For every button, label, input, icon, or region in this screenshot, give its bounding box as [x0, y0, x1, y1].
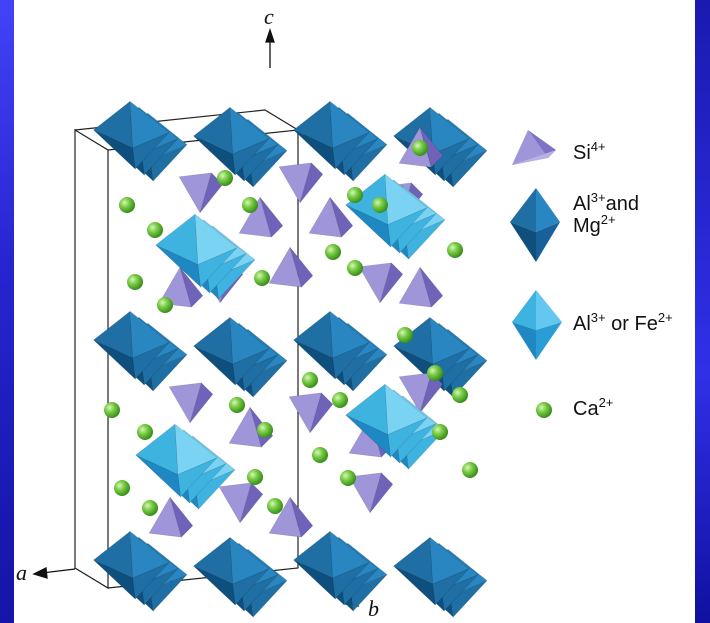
tetrahedron: [218, 482, 264, 524]
octahedron: [393, 536, 488, 618]
calcium-ion: [372, 197, 388, 213]
legend-icons: [510, 130, 562, 418]
calcium-ion: [427, 365, 443, 381]
calcium-ion: [104, 402, 120, 418]
calcium-ion: [254, 270, 270, 286]
calcium-ion: [347, 260, 363, 276]
tetrahedron: [398, 266, 444, 308]
calcium-ion: [229, 397, 245, 413]
calcium-ion: [452, 387, 468, 403]
axis-label-c: c: [264, 4, 274, 29]
background-edge: [695, 0, 710, 623]
calcium-ion: [397, 327, 413, 343]
light-octahedron: [345, 173, 446, 260]
octahedron: [193, 106, 288, 188]
tetrahedron: [268, 246, 314, 288]
calcium-layer: [104, 140, 478, 516]
light-octahedron: [155, 213, 256, 300]
octahedron: [93, 310, 188, 392]
tetrahedron: [358, 262, 404, 304]
octahedron: [193, 316, 288, 398]
calcium-ion: [137, 424, 153, 440]
legend-label-al-fe: Al3+ or Fe2+: [573, 310, 673, 335]
axis-label-a: a: [16, 560, 27, 585]
calcium-ion: [257, 422, 273, 438]
octahedron: [393, 106, 488, 188]
light-octahedra-layer: [135, 173, 446, 510]
calcium-ion: [242, 197, 258, 213]
tetrahedron: [268, 496, 314, 538]
calcium-ion: [412, 140, 428, 156]
octahedron: [393, 316, 488, 398]
tetrahedron: [168, 382, 214, 424]
octahedron: [293, 530, 388, 612]
calcium-ion: [340, 470, 356, 486]
calcium-ion: [332, 392, 348, 408]
calcium-ion: [267, 498, 283, 514]
calcium-ion: [119, 197, 135, 213]
octahedron: [293, 310, 388, 392]
legend-label-al-mg: Al3+and Mg2+: [573, 190, 639, 237]
calcium-ion: [312, 447, 328, 463]
tetrahedron: [348, 472, 394, 514]
octahedron: [93, 530, 188, 612]
calcium-ion: [432, 424, 448, 440]
octahedra-layer: [93, 100, 488, 618]
tetrahedron: [398, 372, 444, 414]
tetrahedron: [148, 496, 194, 538]
sphere-icon: [536, 402, 552, 418]
calcium-ion: [302, 372, 318, 388]
tetrahedron: [308, 196, 354, 238]
calcium-ion: [157, 297, 173, 313]
calcium-ion: [142, 500, 158, 516]
tetrahedron: [178, 172, 224, 214]
calcium-ion: [347, 187, 363, 203]
axes: [32, 27, 360, 607]
axis-label-b: b: [368, 596, 379, 621]
calcium-ion: [127, 274, 143, 290]
octahedron: [93, 100, 188, 182]
calcium-ion: [217, 170, 233, 186]
tetrahedron: [158, 266, 204, 308]
tetrahedron: [238, 196, 284, 238]
legend-label-si: Si4+: [573, 139, 606, 164]
tetrahedron: [288, 392, 334, 434]
calcium-ion: [325, 244, 341, 260]
dark-octahedron-icon: [510, 188, 560, 262]
calcium-ion: [147, 222, 163, 238]
tetrahedron: [278, 162, 324, 204]
light-octahedron-icon: [512, 290, 562, 360]
light-octahedron: [135, 423, 236, 510]
octahedron: [193, 536, 288, 618]
calcium-ion: [114, 480, 130, 496]
calcium-ion: [247, 469, 263, 485]
legend-label-ca: Ca2+: [573, 395, 614, 420]
tetrahedron-icon: [512, 130, 556, 165]
octahedron: [293, 100, 388, 182]
calcium-ion: [447, 242, 463, 258]
calcium-ion: [462, 462, 478, 478]
